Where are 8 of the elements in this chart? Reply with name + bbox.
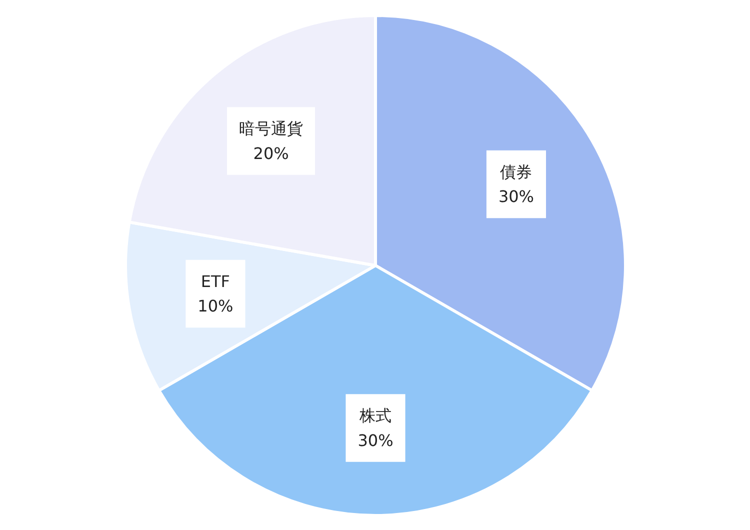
slice-label: 株式 <box>358 406 392 426</box>
data-label: 20% <box>253 144 289 163</box>
data-label: 30% <box>358 430 394 450</box>
slice-label: 暗号通貨 <box>239 119 304 138</box>
slice-label: 債券 <box>500 162 532 182</box>
slice-label: ETF <box>200 272 230 291</box>
data-label: 30% <box>498 187 534 206</box>
data-label: 10% <box>198 296 234 316</box>
